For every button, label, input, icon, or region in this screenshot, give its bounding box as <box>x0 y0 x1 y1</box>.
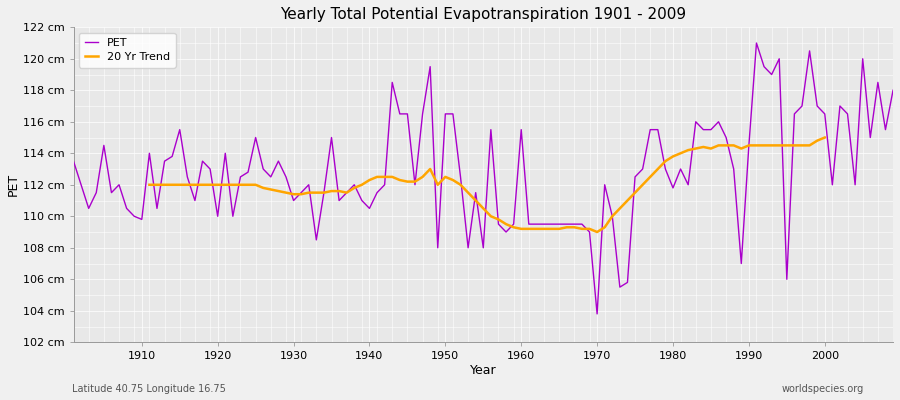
20 Yr Trend <box>713 143 724 148</box>
PET <box>887 88 898 93</box>
Line: 20 Yr Trend: 20 Yr Trend <box>149 138 824 232</box>
PET <box>591 312 602 316</box>
Line: PET: PET <box>74 43 893 314</box>
Text: worldspecies.org: worldspecies.org <box>782 384 864 394</box>
20 Yr Trend <box>796 143 807 148</box>
20 Yr Trend <box>622 198 633 203</box>
PET <box>752 41 762 46</box>
PET <box>508 222 519 226</box>
Y-axis label: PET: PET <box>7 173 20 196</box>
Text: Latitude 40.75 Longitude 16.75: Latitude 40.75 Longitude 16.75 <box>72 384 226 394</box>
20 Yr Trend <box>349 186 360 190</box>
20 Yr Trend <box>728 143 739 148</box>
PET <box>516 127 526 132</box>
PET <box>615 285 626 290</box>
PET <box>129 214 140 219</box>
20 Yr Trend <box>819 135 830 140</box>
PET <box>296 190 307 195</box>
X-axis label: Year: Year <box>470 364 497 377</box>
Title: Yearly Total Potential Evapotranspiration 1901 - 2009: Yearly Total Potential Evapotranspiratio… <box>280 7 687 22</box>
PET <box>341 190 352 195</box>
20 Yr Trend <box>235 182 246 187</box>
20 Yr Trend <box>591 230 602 234</box>
Legend: PET, 20 Yr Trend: PET, 20 Yr Trend <box>79 33 176 68</box>
20 Yr Trend <box>144 182 155 187</box>
PET <box>68 159 79 164</box>
